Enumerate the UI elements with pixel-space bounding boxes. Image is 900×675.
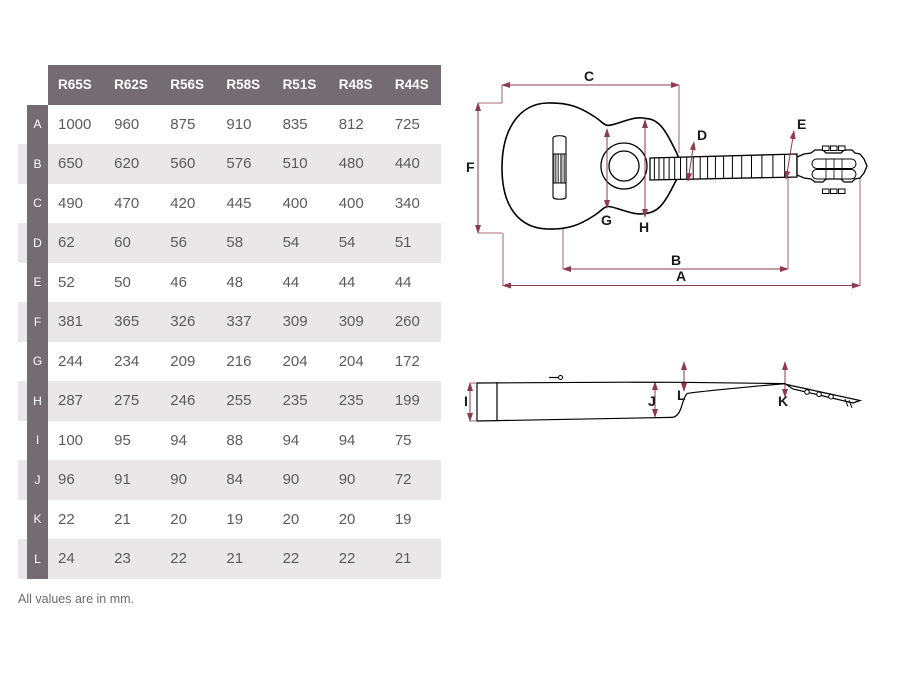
- svg-text:A: A: [676, 268, 686, 284]
- svg-text:K: K: [778, 393, 788, 409]
- svg-text:E: E: [797, 116, 806, 132]
- svg-text:G: G: [601, 212, 612, 228]
- svg-text:B: B: [671, 252, 681, 268]
- svg-text:D: D: [697, 127, 707, 143]
- svg-text:C: C: [584, 68, 594, 84]
- svg-text:F: F: [466, 159, 475, 175]
- svg-text:L: L: [677, 387, 686, 403]
- svg-text:I: I: [464, 393, 468, 409]
- svg-text:J: J: [648, 393, 656, 409]
- svg-text:H: H: [639, 219, 649, 235]
